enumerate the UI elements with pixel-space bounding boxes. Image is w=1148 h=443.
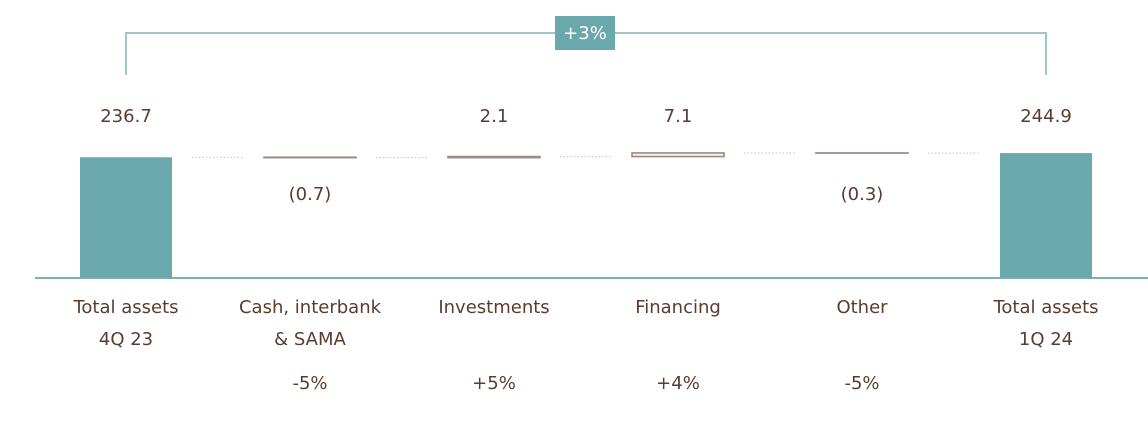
annotation: +3% [563,23,607,44]
value-label: 7.1 [664,106,693,127]
delta-bar [447,155,541,159]
value-label: 236.7 [100,106,152,127]
total-bar [80,157,172,278]
change-label: +5% [472,373,516,394]
change-label: -5% [292,373,327,394]
value-label: (0.3) [841,184,884,205]
x-tick-label: Total assets [72,297,178,318]
total-bar [1000,153,1092,278]
x-tick-label: & SAMA [274,329,346,350]
x-tick-label: Investments [438,297,549,318]
x-tick-label: Other [836,297,888,318]
value-label: 244.9 [1020,106,1072,127]
value-label: (0.7) [289,184,332,205]
x-tick-label: Cash, interbank [239,297,382,318]
change-label: -5% [844,373,879,394]
change-label: +4% [656,373,700,394]
x-tick-label: Financing [635,297,721,318]
x-tick-label: 4Q 23 [99,329,153,350]
x-tick-label: 1Q 24 [1019,329,1073,350]
delta-bar [631,152,725,158]
annotation-box [555,16,615,50]
value-label: 2.1 [480,106,509,127]
x-tick-label: Total assets [992,297,1098,318]
